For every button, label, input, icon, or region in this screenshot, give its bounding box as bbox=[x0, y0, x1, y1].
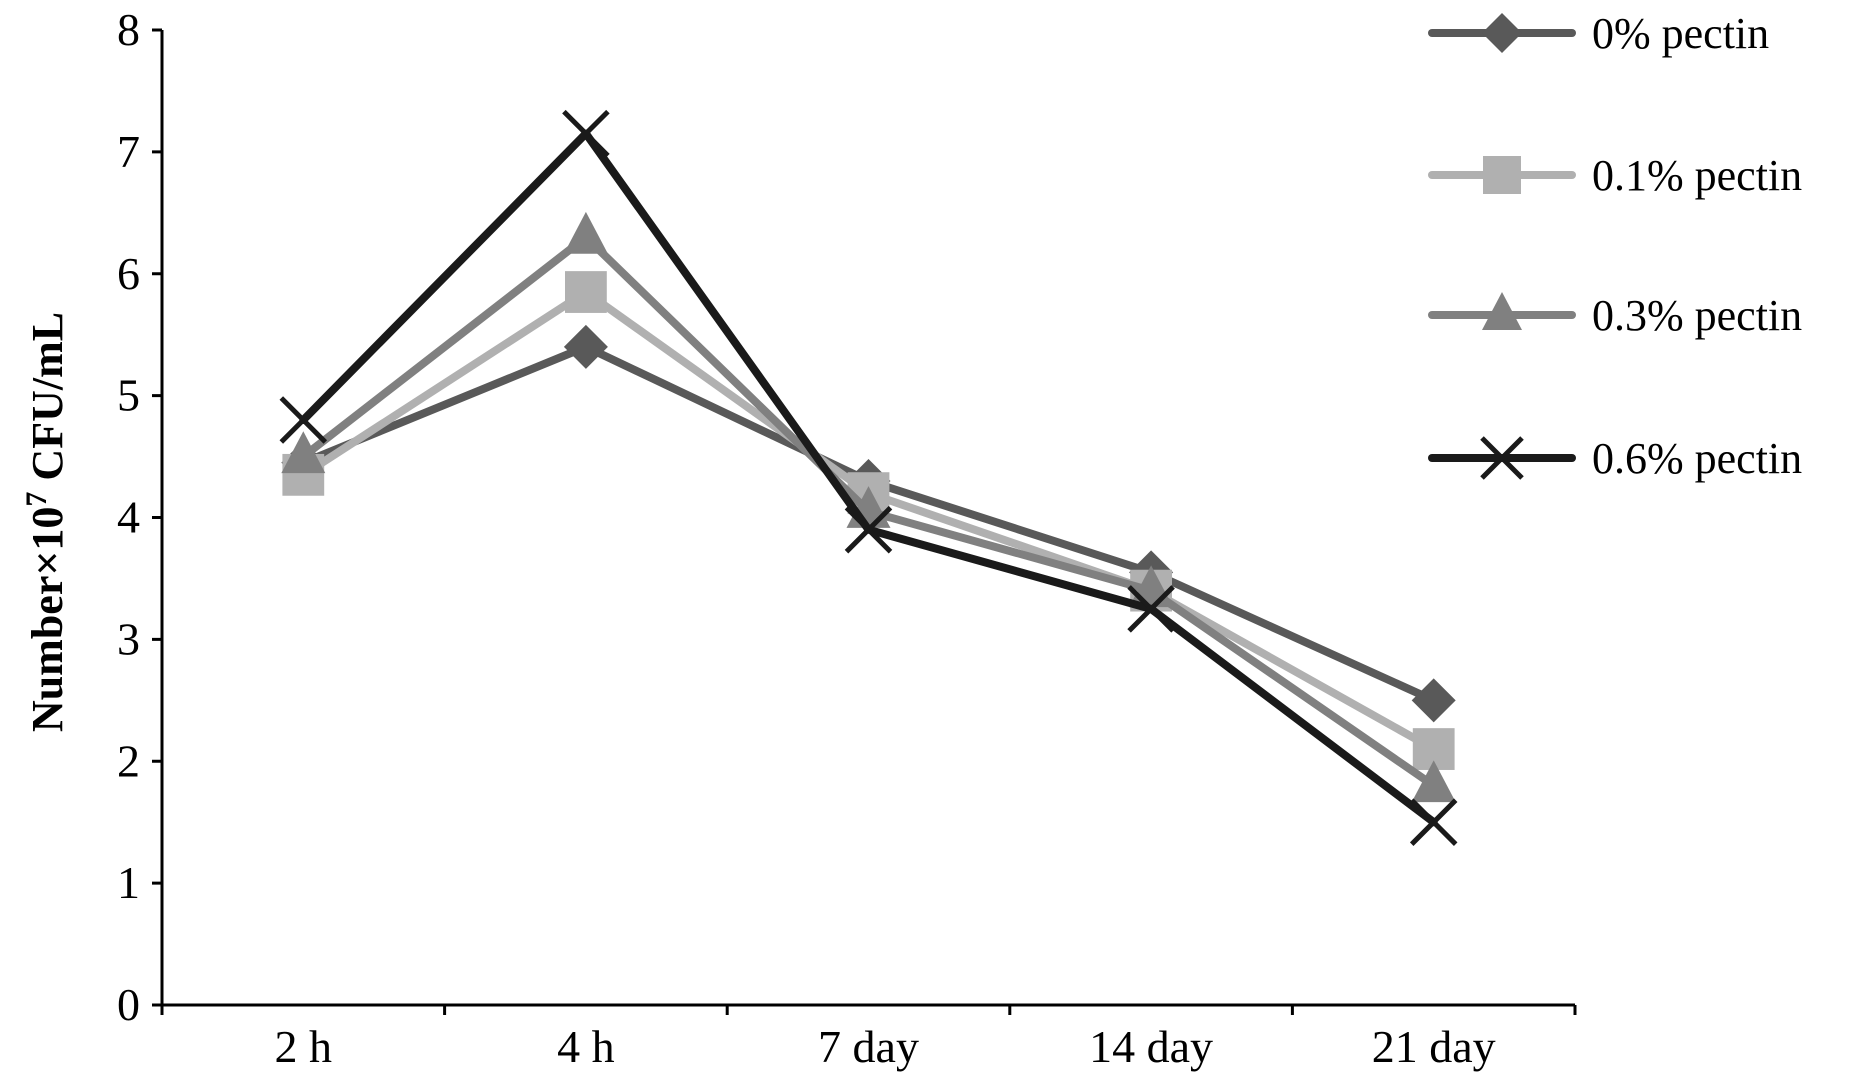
data-point bbox=[563, 211, 608, 254]
data-point bbox=[562, 109, 610, 158]
data-point bbox=[1409, 798, 1458, 846]
legend: 0% pectin 0.1% pectin 0.3% pectin 0.6% pect… bbox=[1428, 9, 1802, 483]
data-point bbox=[1411, 678, 1456, 723]
legend-item: 0.3% pectin bbox=[1428, 291, 1802, 340]
series-4 bbox=[279, 109, 1458, 846]
y-axis-title-unit: CFU/mL bbox=[23, 312, 72, 492]
data-point bbox=[563, 324, 608, 369]
y-tick-label: 5 bbox=[117, 370, 140, 421]
y-tick-label: 7 bbox=[117, 126, 140, 177]
y-tick-label: 0 bbox=[117, 979, 140, 1030]
series-lines bbox=[279, 109, 1458, 846]
y-tick-label: 2 bbox=[117, 735, 140, 786]
data-point bbox=[1411, 760, 1456, 803]
legend-item: 0.1% pectin bbox=[1428, 151, 1802, 200]
legend-marker bbox=[1483, 156, 1521, 194]
legend-marker bbox=[1480, 436, 1524, 480]
legend-item: 0.6% pectin bbox=[1428, 434, 1802, 483]
x-tick-label: 14 day bbox=[1089, 1021, 1213, 1072]
legend-label: 0.6% pectin bbox=[1592, 434, 1802, 483]
y-axis-title: Number×107 CFU/mL bbox=[20, 312, 72, 732]
y-tick-label: 1 bbox=[117, 857, 140, 908]
x-tick-label: 4 h bbox=[557, 1021, 615, 1072]
x-tick-label: 2 h bbox=[275, 1021, 333, 1072]
legend-label: 0% pectin bbox=[1592, 9, 1769, 58]
x-tick-label: 7 day bbox=[818, 1021, 919, 1072]
x-tick-label: 21 day bbox=[1372, 1021, 1496, 1072]
x-tick-labels: 2 h 4 h 7 day 14 day 21 day bbox=[160, 1005, 1577, 1072]
legend-marker bbox=[1482, 292, 1522, 330]
y-tick-labels: 0 1 2 3 4 5 6 7 8 bbox=[117, 4, 162, 1030]
data-point bbox=[844, 505, 893, 554]
y-tick-label: 4 bbox=[117, 492, 140, 543]
y-axis-title-superscript: 7 bbox=[20, 492, 53, 507]
legend-label: 0.3% pectin bbox=[1592, 291, 1802, 340]
legend-item: 0% pectin bbox=[1428, 9, 1769, 58]
legend-marker bbox=[1482, 13, 1522, 53]
series-3 bbox=[281, 211, 1456, 803]
y-tick-label: 3 bbox=[117, 613, 140, 664]
y-axis-title-text: Number×10 bbox=[23, 507, 72, 733]
legend-label: 0.1% pectin bbox=[1592, 151, 1802, 200]
data-point bbox=[1127, 585, 1175, 633]
y-tick-label: 8 bbox=[117, 4, 140, 55]
data-point bbox=[279, 396, 328, 444]
data-point bbox=[565, 271, 607, 313]
y-tick-label: 6 bbox=[117, 248, 140, 299]
data-point bbox=[281, 431, 326, 474]
